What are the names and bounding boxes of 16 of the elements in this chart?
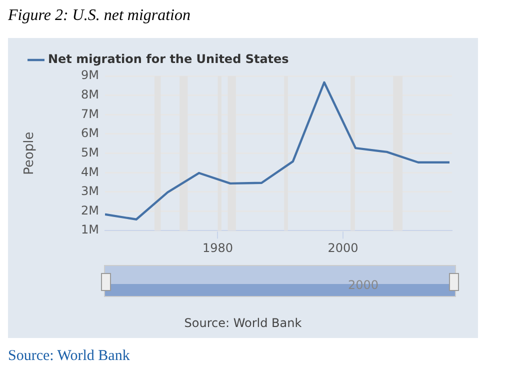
text: 2000 — [348, 278, 379, 292]
y-tick-label: 4M — [81, 164, 99, 179]
legend-label: Net migration for the United States — [48, 52, 289, 66]
y-tick-label: 6M — [81, 126, 99, 140]
x-tick-label: 1980 — [202, 240, 234, 255]
y-tick-label: 5M — [81, 145, 99, 160]
y-tick-label: 1M — [81, 222, 99, 237]
y-tick-label: 7M — [81, 106, 99, 121]
y-tick-label: 2M — [81, 203, 99, 218]
chart-title: Figure 2: U.S. net migration — [8, 7, 192, 26]
y-axis-title: People — [22, 132, 38, 175]
y-tick-label: 3M — [81, 184, 99, 198]
source-note: Source: World Bank — [183, 316, 303, 330]
y-tick-label: 8M — [81, 87, 99, 102]
y-tick-label: 9M — [81, 68, 99, 82]
source-note: Source: World Bank — [8, 348, 131, 365]
